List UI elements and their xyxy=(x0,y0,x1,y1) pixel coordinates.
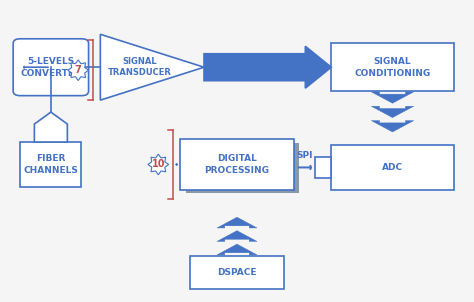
FancyArrow shape xyxy=(371,106,414,117)
Bar xyxy=(315,157,331,178)
Text: 7: 7 xyxy=(75,65,82,75)
Bar xyxy=(331,145,454,190)
Polygon shape xyxy=(35,112,67,142)
Text: FIBER
CHANNELS: FIBER CHANNELS xyxy=(23,154,78,175)
Text: SPI: SPI xyxy=(296,151,312,160)
FancyArrow shape xyxy=(204,46,331,88)
Text: DSPACE: DSPACE xyxy=(217,268,257,277)
FancyArrow shape xyxy=(217,231,257,241)
Text: SIGNAL
CONDITIONING: SIGNAL CONDITIONING xyxy=(355,57,430,78)
Bar xyxy=(181,139,293,190)
FancyArrow shape xyxy=(371,92,414,103)
FancyArrow shape xyxy=(217,244,257,255)
Polygon shape xyxy=(100,34,204,100)
Bar xyxy=(190,256,284,289)
Bar xyxy=(186,143,299,194)
FancyArrow shape xyxy=(217,217,257,228)
Bar xyxy=(20,142,82,187)
Text: SIGNAL
TRANSDUCER: SIGNAL TRANSDUCER xyxy=(108,57,172,77)
Polygon shape xyxy=(148,154,169,175)
Polygon shape xyxy=(68,60,89,81)
FancyBboxPatch shape xyxy=(13,39,89,96)
Text: 10: 10 xyxy=(152,159,165,169)
Text: ADC: ADC xyxy=(382,163,403,172)
Bar xyxy=(331,43,454,91)
Text: DIGITAL
PROCESSING: DIGITAL PROCESSING xyxy=(204,154,270,175)
Text: 5-LEVELS
CONVERTER: 5-LEVELS CONVERTER xyxy=(20,57,82,78)
FancyArrow shape xyxy=(371,120,414,132)
